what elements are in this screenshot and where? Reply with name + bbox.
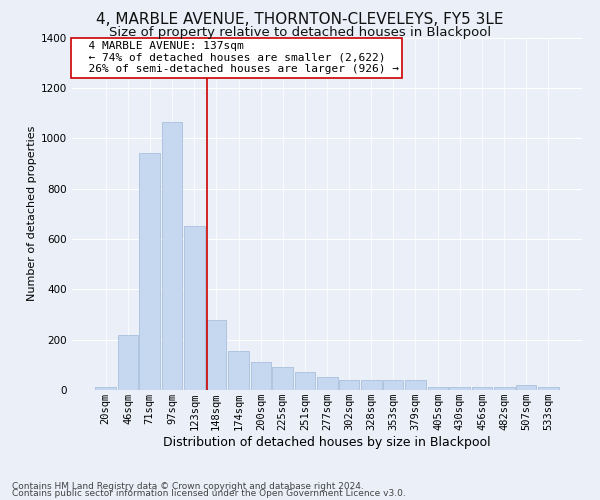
Text: 4, MARBLE AVENUE, THORNTON-CLEVELEYS, FY5 3LE: 4, MARBLE AVENUE, THORNTON-CLEVELEYS, FY… (96, 12, 504, 28)
Text: Contains public sector information licensed under the Open Government Licence v3: Contains public sector information licen… (12, 490, 406, 498)
Y-axis label: Number of detached properties: Number of detached properties (27, 126, 37, 302)
Bar (295, 372, 316, 390)
Bar (538, 388, 559, 390)
Bar (428, 388, 448, 390)
Bar (383, 380, 403, 390)
Bar (206, 320, 226, 390)
Bar (184, 226, 205, 390)
Bar (251, 362, 271, 390)
Text: Size of property relative to detached houses in Blackpool: Size of property relative to detached ho… (109, 26, 491, 39)
Bar (272, 368, 293, 390)
Bar (405, 380, 426, 390)
X-axis label: Distribution of detached houses by size in Blackpool: Distribution of detached houses by size … (163, 436, 491, 449)
Bar (472, 388, 493, 390)
Text: 4 MARBLE AVENUE: 137sqm
  ← 74% of detached houses are smaller (2,622)
  26% of : 4 MARBLE AVENUE: 137sqm ← 74% of detache… (74, 41, 398, 74)
Bar (338, 380, 359, 390)
Text: Contains HM Land Registry data © Crown copyright and database right 2024.: Contains HM Land Registry data © Crown c… (12, 482, 364, 491)
Bar (361, 380, 382, 390)
Bar (161, 122, 182, 390)
Bar (139, 154, 160, 390)
Bar (494, 388, 515, 390)
Bar (228, 351, 249, 390)
Bar (317, 378, 338, 390)
Bar (449, 388, 470, 390)
Bar (515, 385, 536, 390)
Bar (118, 334, 139, 390)
Bar (95, 388, 116, 390)
